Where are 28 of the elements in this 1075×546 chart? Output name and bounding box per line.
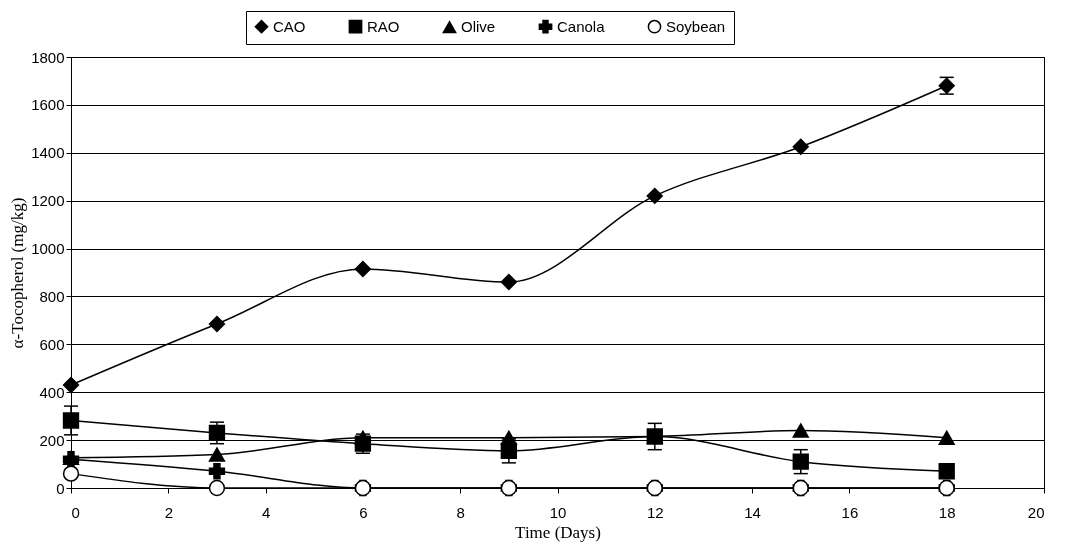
x-tick-label: 16 <box>841 503 859 521</box>
legend-label: Canola <box>557 17 606 35</box>
x-tick-label: 6 <box>359 503 368 521</box>
legend-label: RAO <box>367 17 400 35</box>
x-tick-label: 12 <box>646 503 664 521</box>
x-tick-label: 2 <box>164 503 173 521</box>
x-tick-label: 18 <box>938 503 956 521</box>
y-tick-label: 1400 <box>31 144 65 162</box>
x-axis-title: Time (Days) <box>515 522 601 542</box>
y-tick-label: 200 <box>39 431 65 449</box>
x-tick-label: 14 <box>744 503 761 521</box>
legend-label: Olive <box>461 18 496 36</box>
y-tick-label: 600 <box>39 335 65 353</box>
x-tick-label: 10 <box>549 503 567 521</box>
y-tick-label: 0 <box>56 479 65 497</box>
x-tick-label: 4 <box>261 503 271 521</box>
y-tick-label: 400 <box>39 383 65 401</box>
y-tick-label: 1800 <box>31 48 65 66</box>
legend-label: CAO <box>273 17 306 35</box>
y-axis-title: α-Tocopherol (mg/kg) <box>8 197 28 349</box>
x-tick-label: 0 <box>71 503 80 521</box>
x-tick-label: 20 <box>1027 503 1045 521</box>
y-tick-label: 1000 <box>31 240 65 258</box>
x-tick-label: 8 <box>456 503 465 521</box>
y-tick-label: 1200 <box>31 192 65 210</box>
y-tick-label: 800 <box>39 287 65 305</box>
y-tick-label: 1600 <box>31 96 65 114</box>
legend-label: Soybean <box>666 17 726 35</box>
